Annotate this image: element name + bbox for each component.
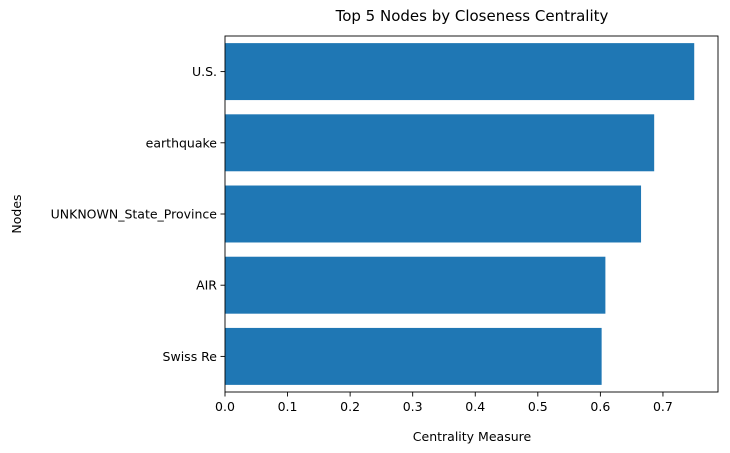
x-tick-label-4: 0.4 xyxy=(465,399,485,414)
y-axis-ticks: U.S. earthquake UNKNOWN_State_Province AIR S… xyxy=(51,64,225,364)
x-tick-label-5: 0.5 xyxy=(528,399,548,414)
x-tick-label-2: 0.2 xyxy=(340,399,360,414)
bar-1 xyxy=(225,114,655,172)
bars-group xyxy=(225,43,695,385)
bar-4 xyxy=(225,327,602,385)
x-tick-label-0: 0.0 xyxy=(215,399,235,414)
chart-title: Top 5 Nodes by Closeness Centrality xyxy=(335,7,609,25)
bar-3 xyxy=(225,256,606,314)
y-tick-label-4: Swiss Re xyxy=(163,349,218,364)
y-tick-label-0: U.S. xyxy=(192,64,217,79)
x-tick-label-6: 0.6 xyxy=(590,399,610,414)
y-tick-label-3: AIR xyxy=(196,278,217,293)
x-tick-label-1: 0.1 xyxy=(278,399,298,414)
x-tick-label-3: 0.3 xyxy=(403,399,423,414)
y-axis-title: Nodes xyxy=(9,194,24,233)
y-tick-label-1: earthquake xyxy=(146,135,218,150)
x-tick-label-7: 0.7 xyxy=(653,399,673,414)
x-axis-title: Centrality Measure xyxy=(413,429,532,444)
x-axis-ticks: 0.0 0.1 0.2 0.3 0.4 0.5 0.6 0.7 xyxy=(215,392,673,414)
bar-0 xyxy=(225,43,695,101)
plot-frame xyxy=(224,35,719,393)
bar-2 xyxy=(225,185,642,243)
y-tick-label-2: UNKNOWN_State_Province xyxy=(51,207,218,222)
